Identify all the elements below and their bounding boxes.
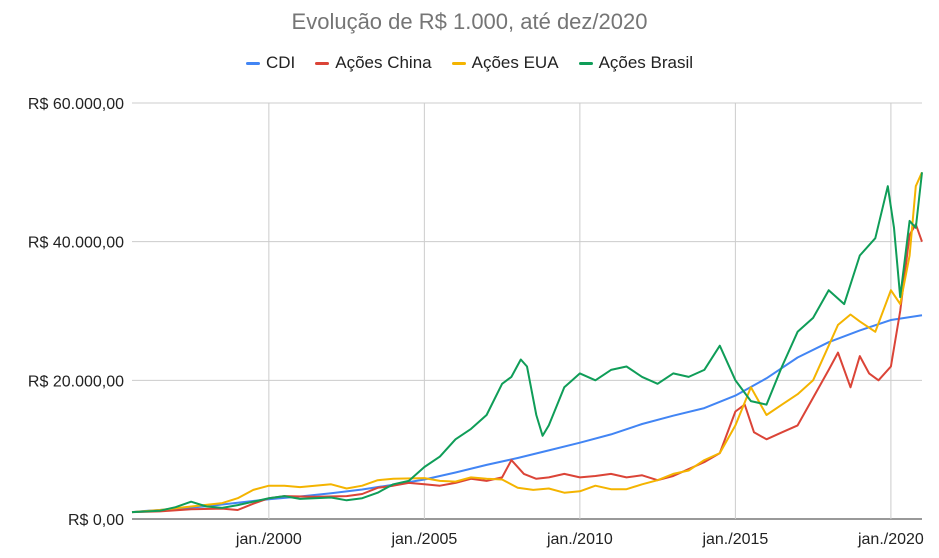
series-line-acoes-china bbox=[131, 223, 923, 514]
legend-item: Ações EUA bbox=[451, 53, 559, 73]
series-line-cdi bbox=[131, 314, 923, 514]
legend: CDI Ações China Ações EUA Ações Brasil bbox=[0, 53, 939, 73]
chart-title: Evolução de R$ 1.000, até dez/2020 bbox=[291, 9, 648, 34]
series-line-acoes-brasil bbox=[131, 172, 923, 514]
legend-label: Ações China bbox=[335, 53, 432, 72]
y-tick-label: R$ 0,00 bbox=[68, 512, 124, 529]
series-line-acoes-eua bbox=[131, 171, 923, 514]
legend-item: Ações China bbox=[315, 53, 432, 73]
legend-label: Ações EUA bbox=[471, 53, 559, 72]
x-tick-label: jan./2020 bbox=[857, 531, 924, 548]
legend-item: Ações Brasil bbox=[578, 53, 694, 73]
legend-swatch bbox=[315, 61, 330, 65]
y-tick-label: R$ 40.000,00 bbox=[28, 235, 124, 252]
x-tick-label: jan./2000 bbox=[235, 531, 302, 548]
y-tick-label: R$ 20.000,00 bbox=[28, 373, 124, 390]
x-tick-label: jan./2010 bbox=[546, 531, 613, 548]
x-tick-label: jan./2005 bbox=[390, 531, 457, 548]
legend-label: Ações Brasil bbox=[598, 53, 694, 72]
legend-swatch bbox=[578, 61, 593, 65]
legend-swatch bbox=[451, 61, 466, 65]
legend-label: CDI bbox=[265, 53, 296, 72]
legend-item: CDI bbox=[245, 53, 296, 73]
x-tick-label: jan./2015 bbox=[701, 531, 768, 548]
y-tick-label: R$ 60.000,00 bbox=[28, 96, 124, 113]
legend-swatch bbox=[245, 61, 260, 65]
